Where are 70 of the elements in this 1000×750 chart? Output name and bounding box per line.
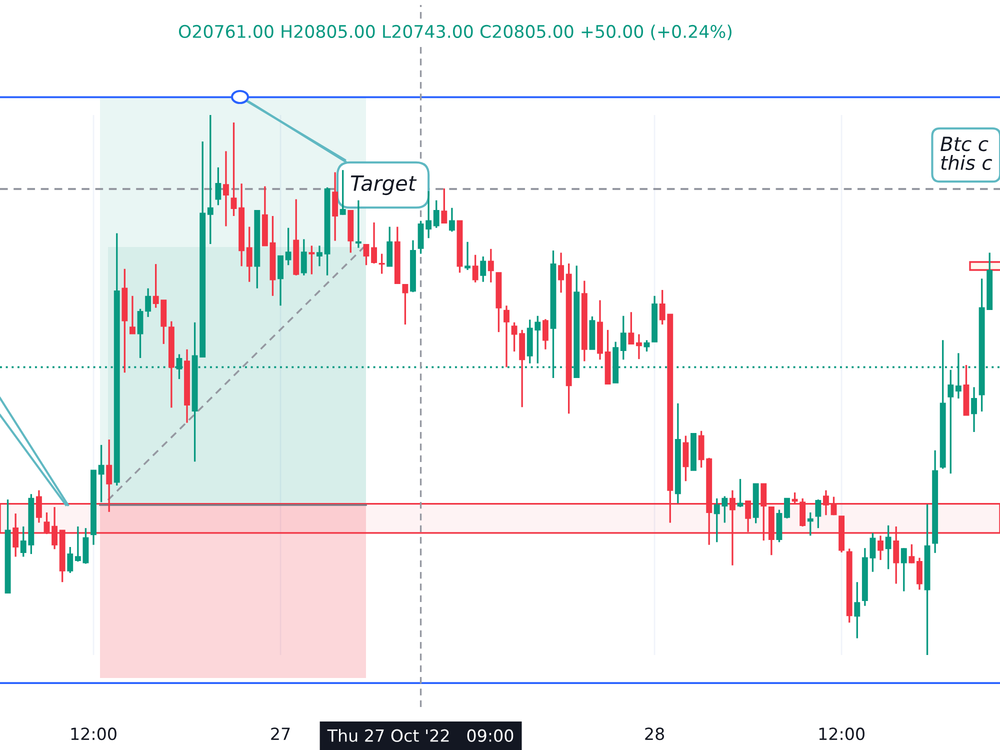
candlestick (98, 444, 104, 504)
candlestick (823, 489, 829, 516)
candlestick (332, 171, 338, 242)
candlestick (737, 478, 744, 508)
candlestick (854, 581, 860, 640)
candlestick (355, 199, 362, 249)
candlestick (885, 524, 892, 570)
candlestick (800, 498, 806, 528)
candlestick (278, 255, 284, 306)
candlestick (792, 492, 798, 504)
candlestick (300, 238, 307, 276)
x-tick-label: 28 (645, 728, 664, 740)
candlestick (464, 241, 471, 271)
candlestick (480, 256, 486, 283)
candlestick (285, 227, 292, 266)
candlestick (308, 244, 315, 276)
candlestick (878, 534, 884, 561)
candlestick (230, 122, 237, 217)
candlestick (316, 244, 322, 268)
candlestick (948, 369, 954, 474)
ref-line-label: Thu 27 Oct '22 09:00 (327, 729, 514, 742)
candlestick (916, 556, 922, 590)
candlestick (137, 308, 144, 359)
candlestick (870, 532, 876, 573)
candlestick (363, 244, 370, 266)
candlestick (44, 512, 50, 535)
candlestick (246, 226, 252, 283)
candlestick (504, 304, 510, 368)
x-tick-label: 12:00 (71, 728, 116, 740)
candlestick (340, 169, 346, 216)
candlestick (448, 207, 455, 232)
candlestick (908, 543, 915, 564)
candlestick (378, 252, 385, 275)
candlestick (12, 512, 19, 558)
candlestick (106, 438, 112, 513)
candlestick (371, 222, 377, 264)
candlestick (620, 315, 626, 360)
candlestick (784, 498, 790, 520)
candlestick (402, 284, 408, 326)
candlestick (542, 318, 548, 350)
candlestick (900, 547, 907, 592)
candlestick (760, 482, 767, 542)
candlestick (729, 489, 736, 566)
candlestick (145, 288, 152, 318)
x-tick-label: 12:00 (819, 728, 864, 740)
candlestick (830, 496, 837, 516)
x-tick-label: 27 (271, 728, 290, 740)
candlestick (441, 188, 448, 224)
candlestick (815, 498, 822, 529)
candlestick (207, 115, 214, 245)
candlestick (682, 434, 689, 482)
candlestick (433, 199, 440, 229)
candlestick (807, 512, 814, 536)
candlestick (223, 150, 229, 228)
annotation: Btc c this c (940, 136, 992, 170)
candlestick (52, 506, 58, 550)
candlestick (558, 252, 564, 294)
text: O20761.00 H20805.00 L20743.00 C20805.00 +50.00 (+0.24%) (178, 24, 732, 40)
annotation: Target (350, 176, 417, 196)
candlestick (636, 333, 642, 360)
candlestick (215, 166, 222, 206)
candlestick (971, 386, 977, 433)
candlestick (36, 489, 42, 524)
candlestick (745, 500, 752, 533)
candlestick (67, 546, 74, 574)
candlestick (488, 248, 494, 284)
candlestick (472, 254, 478, 284)
candlestick (129, 295, 136, 335)
candlestick (628, 311, 634, 345)
candlestick (893, 526, 900, 585)
